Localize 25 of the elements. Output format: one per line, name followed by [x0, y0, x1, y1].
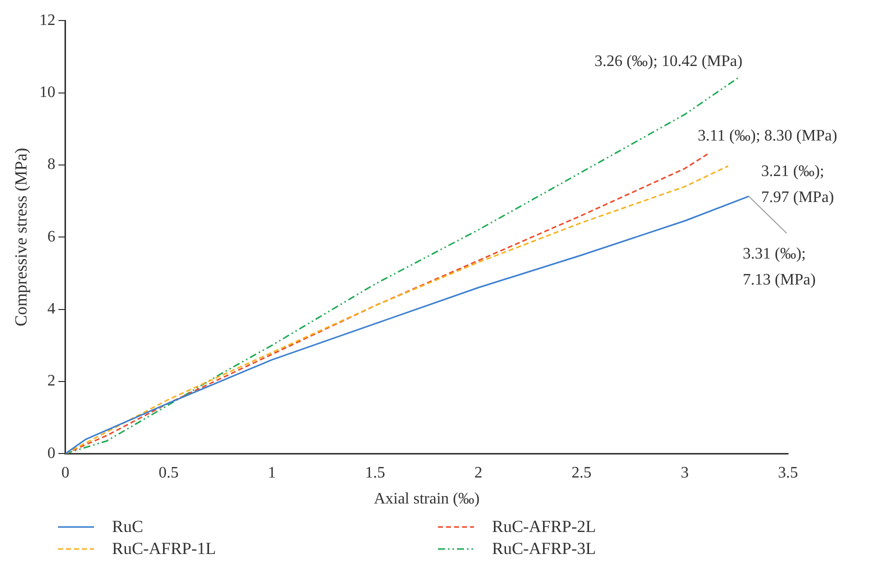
- y-axis-title: Compressive stress (MPa): [12, 148, 31, 326]
- legend-label: RuC-AFRP-1L: [112, 539, 216, 559]
- annotation: 3.11 (‰); 8.30 (MPa): [698, 127, 838, 144]
- legend-label: RuC: [112, 517, 144, 537]
- x-tick-label: 0.5: [158, 464, 179, 482]
- x-tick-label: 1.5: [365, 464, 386, 482]
- y-tick-label: 12: [39, 12, 56, 29]
- y-tick-label: 10: [39, 84, 56, 101]
- y-tick-label: 0: [47, 444, 56, 462]
- y-tick-label: 8: [47, 156, 56, 174]
- x-tick-label: 2.5: [572, 464, 592, 482]
- legend-label: RuC-AFRP-3L: [492, 539, 596, 559]
- x-tick-label: 1: [268, 464, 276, 482]
- legend-label: RuC-AFRP-2L: [492, 517, 596, 537]
- x-tick-label: 3.5: [778, 464, 798, 482]
- y-tick-label: 2: [47, 372, 56, 390]
- annotation: 3.26 (‰); 10.42 (MPa): [594, 52, 742, 70]
- x-tick-label: 0: [61, 464, 70, 482]
- x-tick-label: 3: [680, 464, 689, 482]
- y-tick-label: 4: [47, 300, 56, 318]
- y-tick-label: 6: [47, 228, 56, 246]
- annotation: 3.21 (‰); 7.97 (MPa): [761, 163, 834, 206]
- annotation: 3.31 (‰); 7.13 (MPa): [742, 246, 816, 289]
- x-tick-label: 2: [474, 464, 482, 482]
- x-axis-title: Axial strain (‰): [374, 490, 480, 508]
